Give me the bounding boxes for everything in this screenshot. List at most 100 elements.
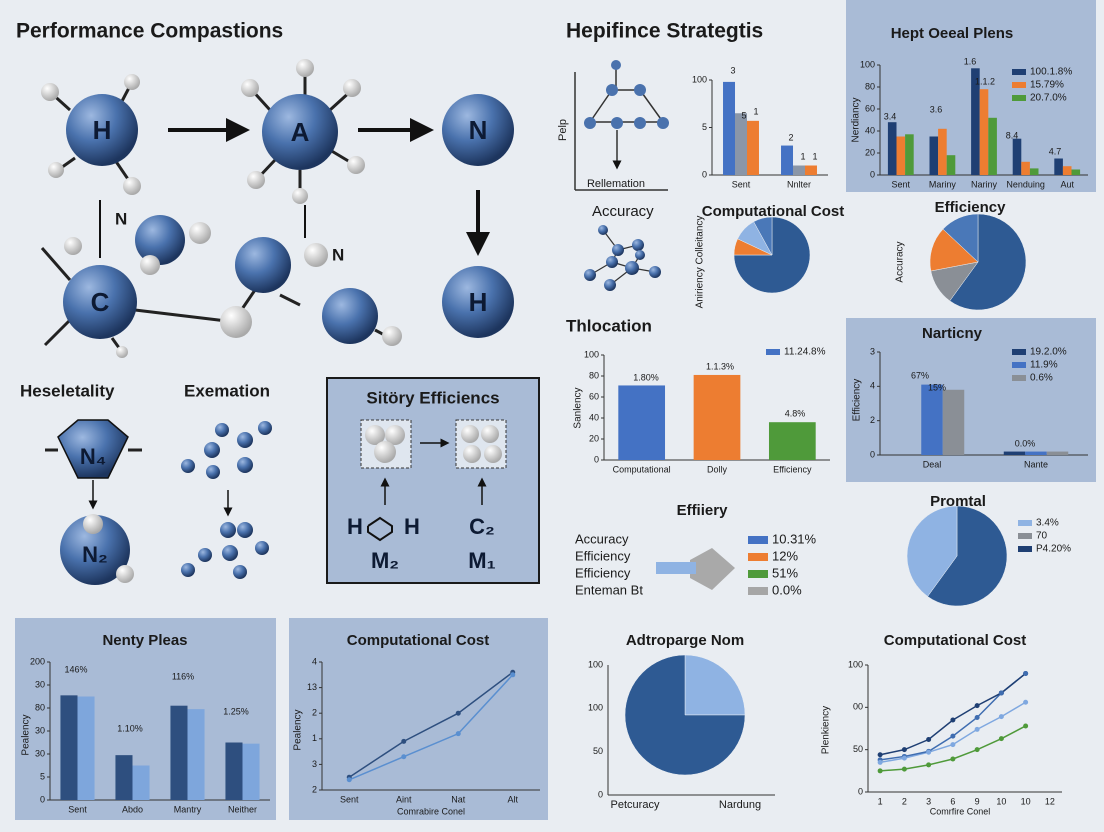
panel (846, 318, 1096, 482)
y-tick-label: 100 (584, 349, 599, 359)
point (401, 738, 407, 744)
box-title: Sitöry Efficiencs (366, 388, 499, 407)
annotation: 1 (753, 106, 758, 116)
y-tick-label: 4 (312, 656, 317, 666)
y-tick-label: 100 (860, 59, 875, 69)
accuracy-molecule (584, 225, 661, 291)
bar (971, 68, 980, 175)
y-tick-label: 0 (858, 786, 863, 796)
point (950, 717, 956, 723)
x-tick-label: 10 (996, 796, 1006, 806)
x-tick-label: Dolly (707, 464, 728, 474)
x-tick-label: Mantry (174, 804, 202, 814)
chart-title: Adtroparge Nom (626, 632, 744, 649)
list-value: 10.31% (772, 531, 817, 546)
line (880, 725, 1026, 772)
title: Performance Compastions (16, 20, 283, 43)
bar (921, 384, 943, 455)
bar (618, 385, 666, 460)
y-tick-label: 0 (702, 169, 707, 179)
y-axis-label: Pealency (21, 714, 32, 755)
legend-label: 19.2.0% (1030, 347, 1067, 358)
point (510, 672, 516, 678)
annotation: 1.80% (633, 372, 659, 382)
box-label: H (347, 514, 363, 539)
pie-slice (927, 505, 1008, 607)
annotation: 67% (911, 370, 929, 380)
y-tick-label: 200 (30, 656, 45, 666)
x-tick-label: Sent (892, 179, 911, 189)
x-tick-label: Sent (732, 179, 751, 189)
point (1023, 699, 1029, 705)
y-tick-label: 30 (35, 725, 45, 735)
point (950, 742, 956, 748)
legend-label: 11.24.8% (784, 347, 826, 358)
bar (938, 128, 947, 175)
y-tick-label: 2 (312, 708, 317, 718)
x-tick-label: Nnlter (787, 179, 811, 189)
node-label: N₄ (80, 444, 106, 469)
y-tick-label: 40 (589, 412, 599, 422)
point (974, 703, 980, 709)
line (879, 701, 1027, 764)
annotation: 8.4 (1006, 130, 1019, 140)
y-tick-label: 80 (589, 370, 599, 380)
x-tick-label: Sent (340, 794, 359, 804)
node-label: H (469, 287, 488, 317)
list-label: Efficiency (575, 565, 631, 580)
x-tick-label: Alt (507, 794, 518, 804)
bar (60, 695, 78, 800)
legend-label: 100.1.8% (1030, 67, 1072, 78)
y-axis-label: Nerdiancy (851, 97, 862, 142)
y-tick-label: 30 (35, 679, 45, 689)
section-title: Heseletality (20, 381, 115, 400)
bar (768, 422, 816, 460)
y-tick-label: 0 (870, 169, 875, 179)
legend-swatch (748, 570, 768, 578)
x-tick-label: Mariny (929, 179, 957, 189)
annotation: 3.4 (884, 111, 897, 121)
side-label: N (332, 245, 344, 264)
legend-swatch (1018, 546, 1032, 552)
line (348, 671, 514, 778)
point (877, 759, 883, 765)
chart-title: Narticny (922, 325, 983, 342)
x-tick-label: Petcuracy (611, 799, 660, 811)
section-title: Exemation (184, 381, 270, 400)
x-tick-label: Nenduing (1006, 179, 1045, 189)
chart-title: Promtal (930, 493, 986, 510)
chart-title: Hept Oeeal Plens (891, 25, 1014, 42)
y-tick-label: 20 (865, 147, 875, 157)
y-tick-label: 80 (865, 81, 875, 91)
legend-swatch (748, 536, 768, 544)
legend-swatch (1018, 520, 1032, 526)
bar (793, 165, 805, 175)
x-tick-label: Nariny (971, 179, 998, 189)
strategy-diagram (574, 60, 669, 191)
annotation: 2 (788, 132, 793, 142)
x-tick-label: Sent (68, 804, 87, 814)
bar (781, 145, 794, 175)
bar (735, 113, 747, 175)
annotation: 5 (741, 110, 746, 120)
y-axis-label: Plenkiency (821, 706, 832, 754)
y-tick-label: 0 (870, 449, 875, 459)
y-tick-label: 4 (870, 381, 875, 391)
bar (942, 389, 965, 455)
point (901, 747, 907, 753)
x-axis-label: Comrabire Conel (397, 806, 465, 816)
point (974, 714, 980, 720)
y-tick-label: 40 (865, 125, 875, 135)
list-label: Enteman Bt (575, 582, 643, 597)
annotation: 15% (928, 382, 946, 392)
y-tick-label: 60 (589, 391, 599, 401)
x-tick-label: 9 (975, 796, 980, 806)
annotation: 1.1.2 (975, 76, 995, 86)
annotation: 1 (812, 151, 817, 161)
node-label: N₂ (82, 542, 108, 567)
node-label: A (291, 117, 310, 147)
annotation: 1 (800, 151, 805, 161)
annotation: 3.6 (930, 104, 943, 114)
panel (326, 377, 540, 584)
